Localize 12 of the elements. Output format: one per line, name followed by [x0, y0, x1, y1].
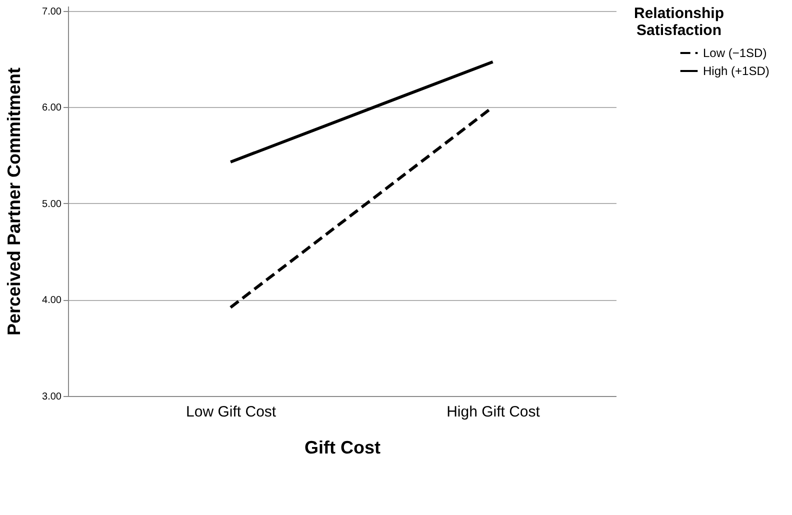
x-axis-title: Gift Cost [304, 438, 380, 458]
y-tick-label: 7.00 [42, 6, 62, 18]
legend-label: High (+1SD) [703, 64, 770, 78]
y-axis-title: Perceived Partner Commitment [4, 67, 24, 336]
legend-label: Low (−1SD) [703, 46, 767, 60]
y-tick-label: 4.00 [42, 295, 62, 306]
y-tick-label: 5.00 [42, 198, 62, 210]
y-tick-label: 3.00 [42, 392, 62, 402]
x-tick-label: Low Gift Cost [186, 404, 277, 420]
legend-title: Relationship Satisfaction [634, 5, 724, 39]
y-tick-label: 6.00 [42, 102, 62, 114]
x-tick-label: High Gift Cost [446, 404, 541, 420]
